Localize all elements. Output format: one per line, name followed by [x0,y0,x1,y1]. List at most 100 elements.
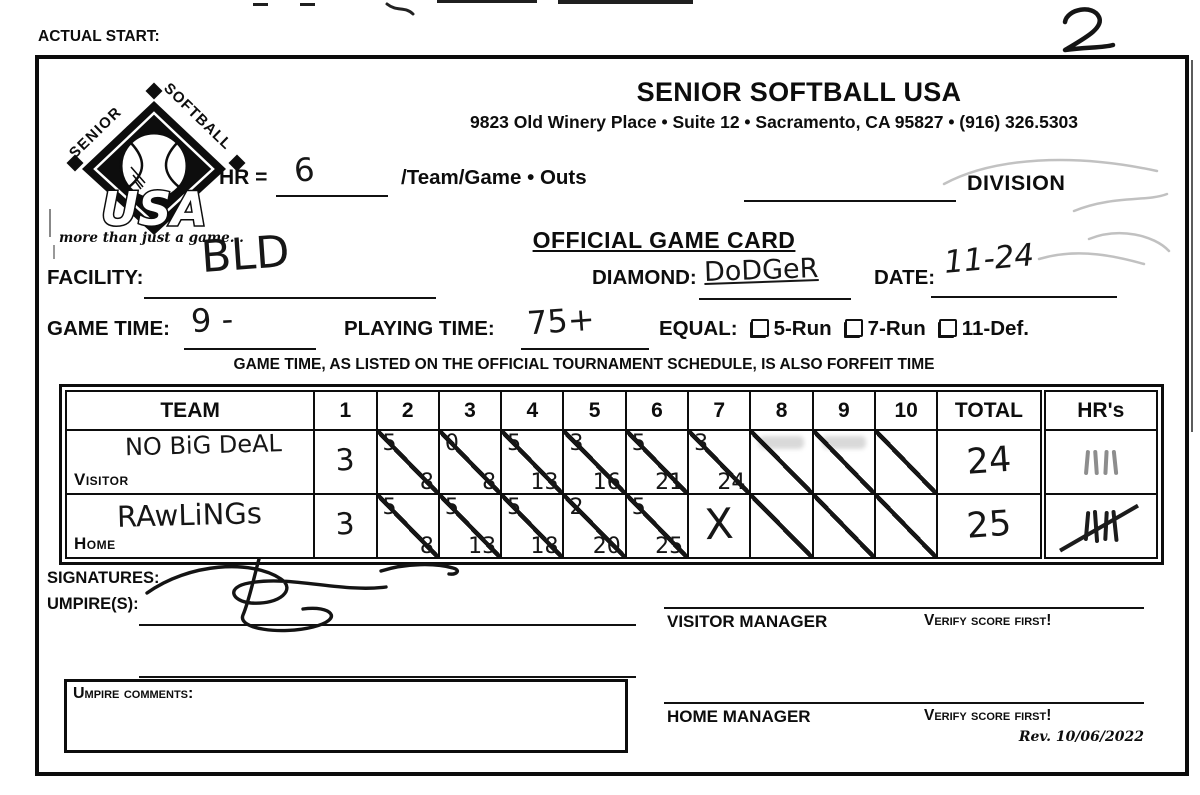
score-header-6: 6 [624,390,690,431]
inning-cumulative: 8 [419,470,434,494]
inning-3-cell[interactable]: 5 13 [437,493,503,559]
tally-stroke [1083,449,1090,475]
actual-start-label: ACTUAL START: [38,28,160,45]
scan-artifact [53,245,55,259]
inning-10-cell[interactable] [874,429,939,495]
inning-cumulative: 13 [468,534,497,558]
playing-time-field-line[interactable] [521,322,649,350]
inning-runs: 0 [444,431,459,456]
score-row-home: Home RAwLiNGs 3 5 8 5 13 5 18 2 20 5 25 X 25 [64,493,1159,559]
diamond-field-line[interactable] [699,272,851,300]
inning-6-cell[interactable]: 5 21 [624,429,690,495]
game-time-field-line[interactable] [184,322,316,350]
inning-runs: 5 [631,431,646,456]
revision-label: Rev. 10/06/2022 [1018,729,1144,745]
pencil-smudge [821,436,867,449]
inning-cumulative: 20 [592,534,621,558]
signatures-label: SIGNATURES: [47,569,160,587]
score-row-visitor: Visitor NO BiG DeAL 3 5 8 0 8 5 13 3 16 5 21 3 24 24 [64,429,1159,495]
visitor-manager-line[interactable] [664,582,1144,609]
umpire-signature-line-2[interactable] [139,651,636,678]
inning-runs: 5 [444,495,459,520]
inning-8-cell[interactable] [749,493,814,559]
scan-artifact [300,3,315,6]
hrs-cell[interactable] [1039,493,1159,559]
inning-cumulative: 13 [530,470,559,494]
division-field-line[interactable] [744,174,956,202]
tally-stroke [1093,449,1099,475]
hr-suffix: /Team/Game • Outs [401,166,587,189]
tally-stroke [1103,449,1108,475]
inning-runs: 5 [507,495,522,520]
checkbox-5-run[interactable] [750,319,769,337]
home-manager-line[interactable] [664,677,1144,704]
scan-artifact [1191,60,1193,432]
inning-1-cell[interactable]: 3 [313,429,378,495]
scan-artifact [385,2,415,16]
date-field-line[interactable] [931,270,1117,298]
logo-usa-text: USA [101,182,207,236]
total-cell[interactable]: 24 [936,429,1044,495]
inning-1-cell[interactable]: 3 [313,493,378,559]
checkbox-11-def[interactable] [938,319,957,337]
facility-field-line[interactable] [144,271,436,299]
inning-5-cell[interactable]: 3 16 [562,429,627,495]
inning-cumulative: 8 [419,534,434,558]
inning-7-cell[interactable]: X [687,493,752,559]
role-label: Home [74,534,116,553]
inning-4-cell[interactable]: 5 18 [500,493,565,559]
tally-stroke [1111,509,1119,543]
inning-10-cell[interactable] [874,493,939,559]
total-cell[interactable]: 25 [936,493,1044,559]
inning-score: 3 [334,506,356,543]
inning-runs: 3 [694,431,709,456]
team-cell-home[interactable]: Home RAwLiNGs [64,493,316,559]
scan-artifact [437,0,537,3]
inning-score: X [703,498,735,550]
hrs-cell[interactable] [1039,429,1159,495]
inning-cumulative: 24 [717,470,746,494]
inning-8-cell[interactable] [749,429,814,495]
tally-stroke [1111,449,1119,475]
visitor-manager-label: VISITOR MANAGER [667,612,828,631]
inning-9-cell[interactable] [811,493,877,559]
checkbox-7-run[interactable] [844,319,863,337]
score-header-2: 2 [375,390,440,431]
score-header-7: 7 [687,390,752,431]
scan-artifact [49,209,51,237]
forfeit-note: GAME TIME, AS LISTED ON THE OFFICIAL TOU… [233,356,935,373]
inning-cumulative: 16 [592,470,621,494]
umpire-comments-box[interactable]: Umpire comments: [64,679,628,753]
inning-9-cell[interactable] [811,429,877,495]
home-manager-label: HOME MANAGER [667,707,811,726]
inning-score: 3 [334,442,356,479]
inning-7-cell[interactable]: 3 24 [687,429,752,495]
inning-4-cell[interactable]: 5 13 [500,429,565,495]
game-card: SENIOR SOFTBALL USA more than just a gam… [35,55,1189,776]
score-table: TEAM 1 2 3 4 5 6 7 8 9 10 TOTAL HR's Visitor NO BiG De… [64,390,1159,559]
equal-option-7-run: 7-Run [867,317,926,340]
inning-5-cell[interactable]: 2 20 [562,493,627,559]
scan-artifact [558,0,693,4]
umpire-signature-line[interactable] [139,599,636,626]
senior-softball-logo-graphic: SENIOR SOFTBALL USA [66,80,246,238]
hr-field-line[interactable] [276,169,388,197]
inning-6-cell[interactable]: 5 25 [624,493,690,559]
umpire-signature [145,557,460,633]
score-header-hrs: HR's [1039,390,1159,431]
verify-score-first-visitor: Verify score first! [924,612,1052,629]
score-header-5: 5 [562,390,627,431]
equal-label: EQUAL: [659,317,738,340]
equal-option-11-def: 11-Def. [961,317,1029,340]
total-value: 24 [965,439,1013,483]
hr-tally-marks [1049,432,1155,492]
pencil-scuff-marks [942,158,1171,266]
team-cell-visitor[interactable]: Visitor NO BiG DeAL [64,429,316,495]
total-value: 25 [965,503,1013,547]
score-header-9: 9 [811,390,877,431]
tally-stroke [1083,510,1090,542]
